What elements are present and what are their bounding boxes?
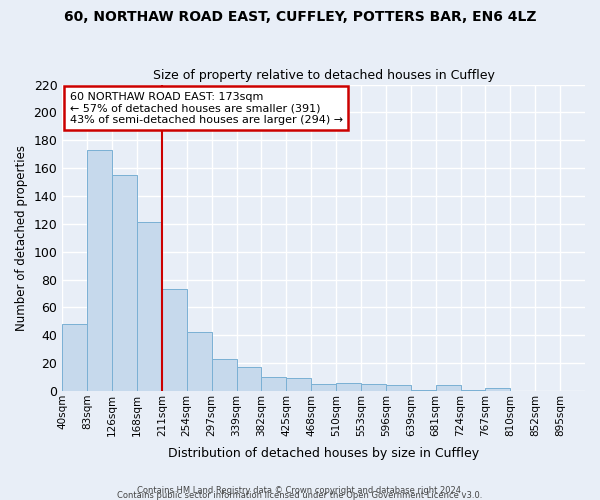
Bar: [361, 384, 386, 391]
Y-axis label: Number of detached properties: Number of detached properties: [15, 145, 28, 331]
Bar: [87, 150, 112, 391]
Title: Size of property relative to detached houses in Cuffley: Size of property relative to detached ho…: [153, 69, 494, 82]
Text: 60, NORTHAW ROAD EAST, CUFFLEY, POTTERS BAR, EN6 4LZ: 60, NORTHAW ROAD EAST, CUFFLEY, POTTERS …: [64, 10, 536, 24]
Bar: [411, 390, 436, 391]
X-axis label: Distribution of detached houses by size in Cuffley: Distribution of detached houses by size …: [168, 447, 479, 460]
Bar: [336, 382, 361, 391]
Bar: [112, 175, 137, 391]
Bar: [236, 368, 262, 391]
Bar: [311, 384, 336, 391]
Bar: [286, 378, 311, 391]
Bar: [262, 377, 286, 391]
Bar: [386, 386, 411, 391]
Text: Contains public sector information licensed under the Open Government Licence v3: Contains public sector information licen…: [118, 491, 482, 500]
Bar: [436, 386, 461, 391]
Bar: [212, 359, 236, 391]
Bar: [62, 324, 87, 391]
Bar: [162, 290, 187, 391]
Text: 60 NORTHAW ROAD EAST: 173sqm
← 57% of detached houses are smaller (391)
43% of s: 60 NORTHAW ROAD EAST: 173sqm ← 57% of de…: [70, 92, 343, 124]
Bar: [137, 222, 162, 391]
Bar: [461, 390, 485, 391]
Bar: [187, 332, 212, 391]
Text: Contains HM Land Registry data © Crown copyright and database right 2024.: Contains HM Land Registry data © Crown c…: [137, 486, 463, 495]
Bar: [485, 388, 511, 391]
